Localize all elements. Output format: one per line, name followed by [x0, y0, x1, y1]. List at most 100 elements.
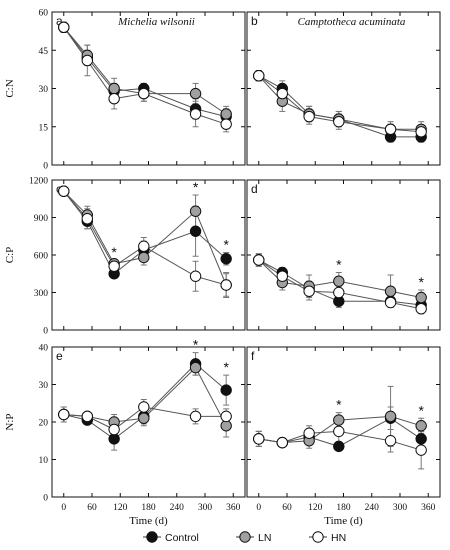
series-line-control — [63, 363, 227, 440]
point-ln — [220, 108, 232, 120]
point-control — [333, 440, 345, 453]
y-tick-label: 600 — [34, 252, 49, 262]
x-tick-label: 240 — [170, 503, 185, 513]
point-hn — [81, 410, 94, 423]
significance-asterisk: * — [336, 397, 342, 413]
y-tick-label: 0 — [43, 494, 48, 504]
point-hn — [415, 444, 427, 456]
y-tick-label: 20 — [39, 419, 49, 429]
point-ln — [415, 420, 427, 432]
point-hn — [220, 279, 232, 291]
x-tick-label: 300 — [393, 503, 408, 513]
point-ln — [220, 420, 232, 432]
significance-asterisk: * — [223, 237, 229, 253]
x-tick-label: 180 — [336, 503, 351, 513]
y-axis-label: N:P — [4, 413, 16, 430]
point-hn — [108, 260, 120, 272]
point-hn — [108, 93, 120, 105]
point-control — [220, 253, 232, 265]
x-tick-label: 120 — [308, 503, 323, 513]
legend: Control LN HN — [143, 531, 346, 544]
point-hn — [58, 408, 70, 421]
legend-marker-ln — [239, 531, 251, 543]
point-hn — [303, 110, 315, 123]
significance-asterisk: * — [193, 179, 199, 195]
plot-frame — [246, 179, 441, 331]
panel-d: d * * — [246, 179, 441, 331]
panel-a: 0 15 30 45 60 a Michelia wilsonii C:N — [4, 9, 246, 172]
significance-asterisk: * — [418, 274, 424, 290]
panel-title: Camptotheca acuminata — [298, 16, 406, 28]
point-hn — [276, 270, 289, 282]
y-tick-label: 0 — [43, 162, 48, 172]
point-hn — [253, 254, 265, 266]
series-line-control — [63, 26, 227, 118]
point-hn — [58, 21, 70, 33]
point-hn — [384, 435, 397, 447]
x-tick-label: 120 — [113, 503, 128, 513]
significance-asterisk: * — [336, 257, 342, 273]
x-tick-label: 0 — [61, 503, 66, 513]
point-hn — [253, 70, 265, 82]
legend-marker-control — [146, 531, 158, 543]
point-hn — [415, 303, 427, 315]
x-tick-label: 180 — [141, 503, 156, 513]
legend-label: LN — [258, 532, 271, 544]
y-tick-label: 30 — [39, 85, 49, 95]
point-ln — [108, 82, 120, 95]
significance-asterisk: * — [193, 337, 199, 353]
panel-letter: e — [56, 349, 63, 363]
series-line-ln — [63, 26, 227, 115]
point-hn — [189, 410, 202, 423]
y-axis-label: C:N — [4, 79, 16, 97]
point-hn — [415, 126, 427, 138]
panel-c: 03006009001200cC:P*** — [4, 177, 246, 337]
panel-b: b Camptotheca acuminata — [246, 11, 441, 166]
point-ln — [384, 410, 397, 423]
y-tick-label: 15 — [39, 123, 49, 133]
panel-letter: a — [56, 14, 63, 28]
panel-title: Michelia wilsonii — [117, 16, 195, 28]
point-ln — [189, 205, 202, 217]
panel-f: 0 60 120 180 240 300 360 f Time (d) * * — [246, 346, 441, 527]
x-tick-label: 240 — [365, 503, 380, 513]
point-hn — [138, 401, 150, 413]
point-hn — [333, 286, 345, 299]
point-hn — [303, 427, 315, 439]
series-line-ln — [63, 190, 227, 286]
point-control — [415, 433, 427, 445]
panel-letter: f — [251, 349, 255, 363]
point-control — [189, 225, 202, 237]
point-control — [220, 384, 232, 396]
significance-asterisk: * — [418, 402, 424, 418]
legend-label: HN — [331, 532, 346, 544]
legend-label: Control — [165, 532, 199, 544]
plot-frame — [51, 346, 246, 498]
point-ln — [189, 87, 202, 100]
y-axis-label: C:P — [4, 247, 16, 264]
point-ln — [333, 414, 345, 426]
point-hn — [303, 285, 315, 297]
point-hn — [81, 54, 94, 67]
point-hn — [384, 296, 397, 309]
point-hn — [333, 425, 345, 438]
y-tick-label: 40 — [39, 344, 49, 354]
y-tick-label: 900 — [34, 214, 49, 224]
point-hn — [138, 240, 150, 252]
significance-asterisk: * — [223, 359, 229, 375]
point-hn — [384, 123, 397, 136]
point-hn — [276, 87, 289, 100]
point-hn — [189, 270, 202, 282]
panel-e: 0 10 20 30 40 0 60 120 180 240 300 360 e N:P Time (d) *… — [4, 337, 246, 527]
point-hn — [333, 115, 345, 128]
panel-letter: d — [251, 182, 258, 196]
point-hn — [276, 436, 289, 449]
point-hn — [81, 213, 94, 225]
y-tick-label: 45 — [39, 47, 49, 57]
point-ln — [138, 251, 150, 264]
point-control — [108, 433, 120, 445]
x-tick-label: 60 — [87, 503, 97, 513]
point-ln — [415, 291, 427, 304]
series-line-hn — [63, 190, 227, 286]
